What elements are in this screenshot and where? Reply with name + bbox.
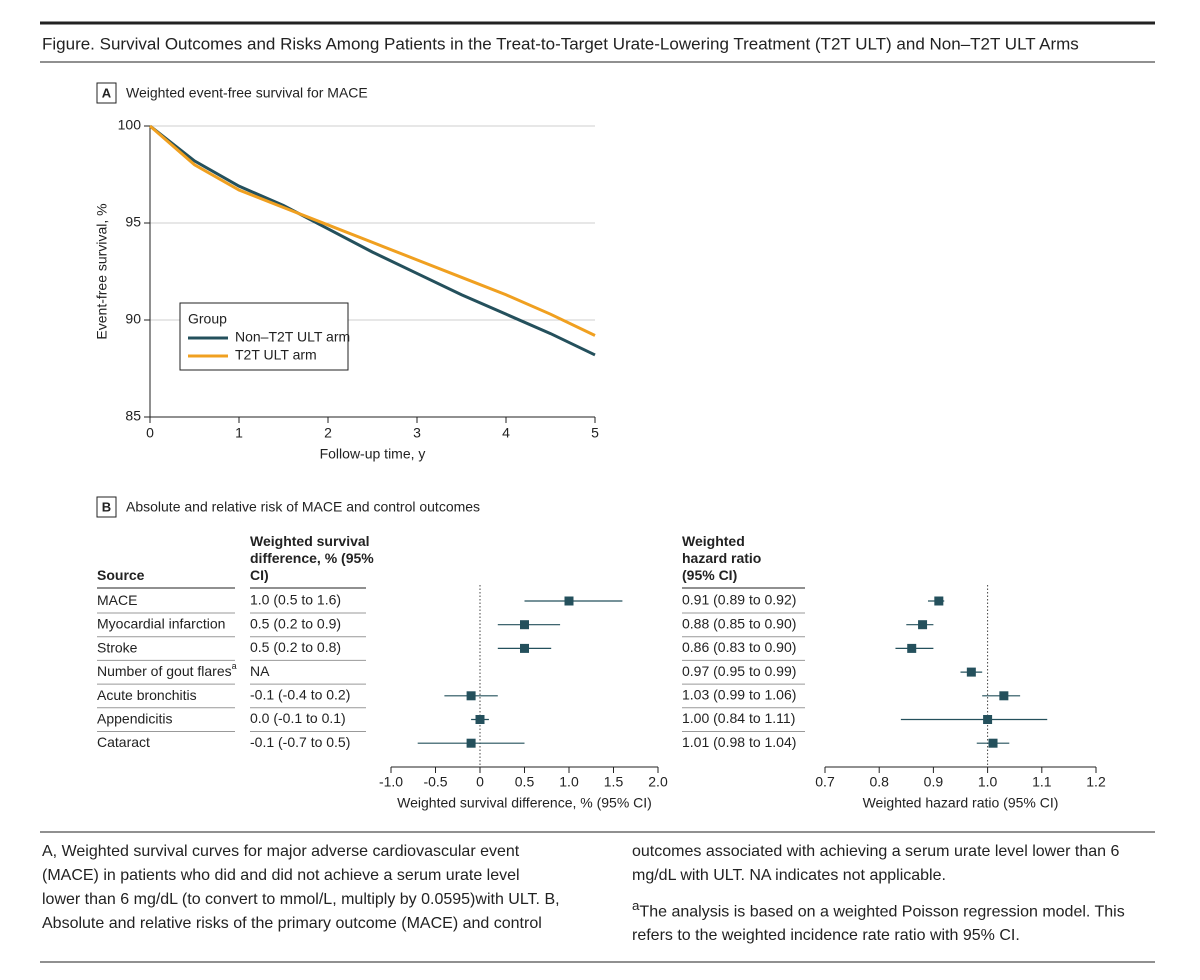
row-label-text: MACE xyxy=(97,592,137,608)
row-label-text: Stroke xyxy=(97,639,138,655)
point-estimate xyxy=(988,738,998,748)
caption-text: A, Weighted survival curves for major ad… xyxy=(42,843,1120,932)
point-estimate xyxy=(918,620,928,630)
x-tick-label: 3 xyxy=(413,425,421,441)
figure-title: Figure. Survival Outcomes and Risks Amon… xyxy=(42,34,1079,53)
point-estimate xyxy=(999,691,1009,701)
row-label-text: Appendicitis xyxy=(97,710,173,726)
value-label: 0.86 (0.83 to 0.90) xyxy=(682,639,796,655)
value-label: 0.5 (0.2 to 0.8) xyxy=(250,639,341,655)
row-label-superscript: a xyxy=(232,661,237,671)
legend-label: Non–T2T ULT arm xyxy=(235,329,350,345)
y-tick-label: 85 xyxy=(125,408,141,424)
row-label-text: Acute bronchitis xyxy=(97,687,197,703)
value-label: 1.0 (0.5 to 1.6) xyxy=(250,592,341,608)
y-tick-label: 95 xyxy=(125,214,141,230)
x-axis-title: Weighted survival difference, % (95% CI) xyxy=(397,795,652,811)
x-tick-label: 1.0 xyxy=(559,774,579,790)
x-axis-title: Follow-up time, y xyxy=(320,446,426,462)
row-label: Myocardial infarction xyxy=(97,615,225,631)
point-estimate xyxy=(564,596,574,606)
x-tick-label: 1.2 xyxy=(1086,774,1106,790)
x-tick-label: 1.0 xyxy=(978,774,998,790)
point-estimate xyxy=(520,643,529,653)
row-label: Number of gout flaresa xyxy=(97,661,237,678)
legend-title: Group xyxy=(188,311,227,327)
value-label: 1.00 (0.84 to 1.11) xyxy=(682,710,795,726)
value-label: 0.88 (0.85 to 0.90) xyxy=(682,615,796,631)
row-label-text: Cataract xyxy=(97,734,150,750)
x-tick-label: 0.5 xyxy=(515,774,535,790)
x-axis-title: Weighted hazard ratio (95% CI) xyxy=(863,795,1059,811)
row-label: Stroke xyxy=(97,639,138,655)
x-tick-label: 0 xyxy=(146,425,154,441)
row-label-text: Myocardial infarction xyxy=(97,615,225,631)
x-tick-label: 4 xyxy=(502,425,510,441)
panel-title: Weighted event-free survival for MACE xyxy=(126,85,368,101)
row-label: Cataract xyxy=(97,734,150,750)
x-tick-label: 1.5 xyxy=(604,774,624,790)
point-estimate xyxy=(983,715,993,724)
x-tick-label: 5 xyxy=(591,425,599,441)
value-label: 0.97 (0.95 to 0.99) xyxy=(682,663,796,679)
panel-box xyxy=(96,82,117,104)
footnote-mark: a xyxy=(632,898,640,913)
survival-curve xyxy=(149,124,596,357)
panel-title: Absolute and relative risk of MACE and c… xyxy=(126,499,480,515)
point-estimate xyxy=(475,715,485,724)
x-tick-label: 1 xyxy=(235,425,243,441)
row-label: MACE xyxy=(97,592,137,608)
x-tick-label: 0 xyxy=(476,774,484,790)
point-estimate xyxy=(466,738,476,748)
survival-curve xyxy=(149,124,596,337)
footnote-text: The analysis is based on a weighted Pois… xyxy=(632,903,1125,945)
value-label: -0.1 (-0.4 to 0.2) xyxy=(250,687,350,703)
y-tick-label: 90 xyxy=(125,311,141,327)
point-estimate xyxy=(466,691,476,701)
value-label: 0.0 (-0.1 to 0.1) xyxy=(250,710,346,726)
y-tick-label: 100 xyxy=(118,117,142,133)
point-estimate xyxy=(907,643,917,653)
row-header: Source xyxy=(97,567,145,583)
caption: A, Weighted survival curves for major ad… xyxy=(42,840,1152,960)
row-label: Acute bronchitis xyxy=(97,687,197,703)
y-axis-title: Event-free survival, % xyxy=(94,203,110,339)
x-tick-label: 0.9 xyxy=(924,774,944,790)
value-label: -0.1 (-0.7 to 0.5) xyxy=(250,734,350,750)
x-tick-label: 2 xyxy=(324,425,332,441)
x-tick-label: 0.7 xyxy=(815,774,835,790)
x-tick-label: 0.8 xyxy=(869,774,889,790)
legend-label: T2T ULT arm xyxy=(235,347,317,363)
value-label: 1.03 (0.99 to 1.06) xyxy=(682,687,796,703)
row-label-text: Number of gout flares xyxy=(97,663,232,679)
panel-letter: B xyxy=(102,499,111,514)
x-tick-label: -0.5 xyxy=(423,774,447,790)
point-estimate xyxy=(934,596,944,606)
footnote: aThe analysis is based on a weighted Poi… xyxy=(632,894,1152,948)
panel-box xyxy=(96,496,117,518)
value-label: 1.01 (0.98 to 1.04) xyxy=(682,734,796,750)
point-estimate xyxy=(520,620,529,630)
value-label: 0.91 (0.89 to 0.92) xyxy=(682,592,796,608)
point-estimate xyxy=(966,667,976,677)
value-label: 0.5 (0.2 to 0.9) xyxy=(250,615,341,631)
panel-letter: A xyxy=(102,85,112,100)
row-label: Appendicitis xyxy=(97,710,173,726)
value-label: NA xyxy=(250,663,270,679)
column-header: Weighted survival difference, % (95% CI) xyxy=(250,533,374,583)
x-tick-label: -1.0 xyxy=(379,774,403,790)
x-tick-label: 1.1 xyxy=(1032,774,1052,790)
x-tick-label: 2.0 xyxy=(648,774,668,790)
column-header: Weighted hazard ratio (95% CI) xyxy=(682,533,762,583)
